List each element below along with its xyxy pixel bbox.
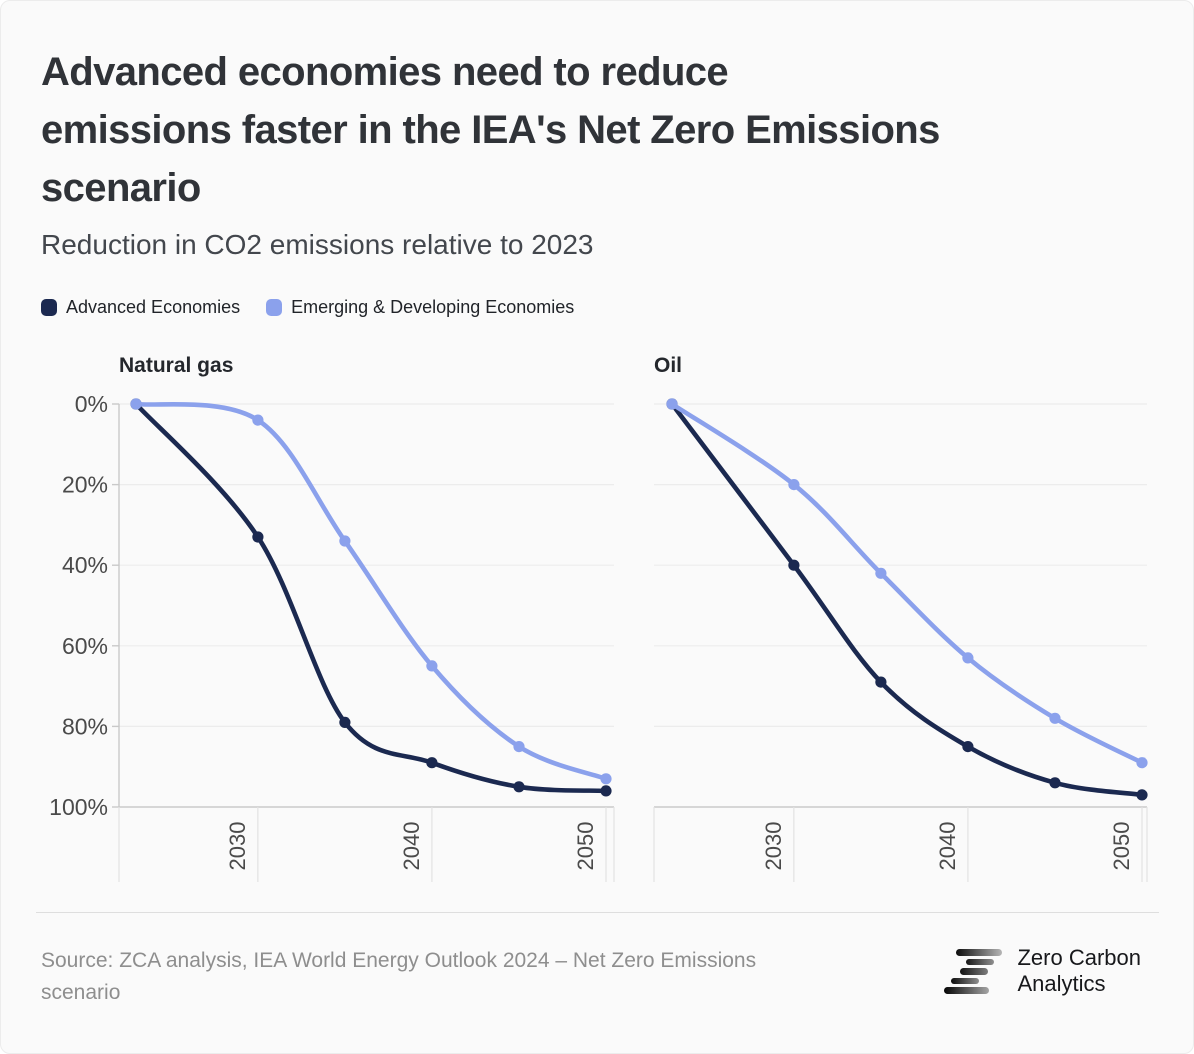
y-axis-label: 100% [49,794,108,820]
y-axis-label: 80% [62,713,108,739]
line-charts-canvas: Natural gas 0% 20% 40% 60% 80% 100% 2030 2040 205… [49,354,1148,882]
y-axis-label: 0% [75,391,108,417]
x-axis-label: 2030 [225,822,250,871]
data-point [252,531,264,543]
data-point [875,567,887,579]
legend-label: Advanced Economies [66,297,241,317]
title-line-3: scenario [41,166,201,210]
logo-text: Zero Carbon Analytics [1017,945,1141,997]
footer-divider [36,912,1159,913]
panel-title: Oil [654,354,682,377]
legend-swatch-advanced-icon [41,299,57,316]
data-point [339,716,351,728]
series-emerging-developing-economies [130,398,612,785]
data-point [1136,757,1148,769]
data-point [1049,712,1061,724]
x-axis-label: 2050 [573,822,598,871]
series-line [133,401,609,794]
legend-item-emerging-economies: Emerging & Developing Economies [266,297,574,318]
data-point [962,652,974,664]
x-axis-label: 2040 [399,822,424,871]
data-point [788,479,800,491]
data-point [600,785,612,797]
series-advanced-economies [666,398,1148,801]
panel-title: Natural gas [119,354,233,377]
data-point [339,535,351,547]
legend-label: Emerging & Developing Economies [291,297,575,317]
data-point [1049,777,1061,789]
data-point [426,660,438,672]
series-line [133,401,609,782]
data-point [788,559,800,571]
x-axis-label: 2030 [761,822,786,871]
data-point [513,781,525,793]
data-point [962,741,974,753]
chart-panel-natural-gas: Natural gas 0% 20% 40% 60% 80% 100% 2030 2040 205… [49,354,615,882]
data-point [252,414,264,426]
x-axis-label: 2040 [935,822,960,871]
series-advanced-economies [130,398,612,797]
data-point [130,398,142,410]
chart-legend: Advanced Economies Emerging & Developing… [41,297,574,318]
data-point [600,773,612,785]
data-point [666,398,678,410]
data-point [513,741,525,753]
source-line-1: Source: ZCA analysis, IEA World Energy O… [41,949,757,972]
data-point [1136,789,1148,801]
data-point [426,757,438,769]
y-axis-label: 60% [62,633,108,659]
y-axis-label: 40% [62,552,108,578]
series-emerging-developing-economies [666,398,1148,769]
legend-item-advanced-economies: Advanced Economies [41,297,240,318]
y-axis-label: 20% [62,472,108,498]
zero-carbon-analytics-logo: Zero Carbon Analytics [944,945,1141,997]
title-line-2: emissions faster in the IEA's Net Zero E… [41,108,940,152]
legend-swatch-emerging-icon [266,299,283,316]
chart-panel-oil: Oil 2030 2040 2050 [653,354,1148,882]
source-note: Source: ZCA analysis, IEA World Energy O… [41,945,861,1009]
page-title: Advanced economies need to reduce emissi… [41,43,1161,217]
source-line-2: scenario [41,981,121,1004]
zca-logo-icon [944,947,1003,995]
logo-text-line-2: Analytics [1017,971,1106,996]
x-axis-label: 2050 [1109,822,1134,871]
logo-text-line-1: Zero Carbon [1017,945,1141,970]
data-point [875,676,887,688]
title-line-1: Advanced economies need to reduce [41,50,729,94]
chart-subtitle: Reduction in CO2 emissions relative to 2… [41,229,594,260]
